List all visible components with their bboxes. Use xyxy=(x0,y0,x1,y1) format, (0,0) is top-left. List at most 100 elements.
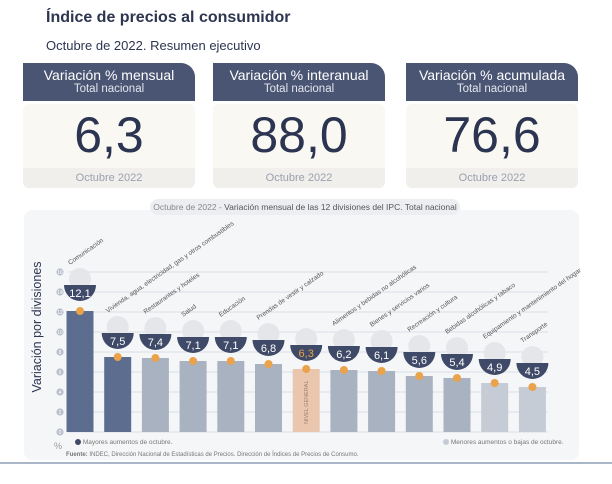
bar xyxy=(481,383,509,432)
value-badge xyxy=(139,334,172,350)
value-dot xyxy=(339,366,348,374)
value-label: 5,4 xyxy=(449,357,464,369)
value-label: 4,5 xyxy=(525,366,540,378)
card-yoy: Variación % interanual Total nacional 88,… xyxy=(213,63,385,189)
value-label: 6,3 xyxy=(299,348,314,360)
category-label: Bebidas alcohólicas y tabaco xyxy=(444,282,517,336)
y-tick-label: 4 xyxy=(59,390,62,396)
value-label: 7,1 xyxy=(223,340,238,352)
bar xyxy=(141,358,169,432)
category-icon xyxy=(219,320,242,342)
chart-title: Octubre de 2022 - Variación mensual de l… xyxy=(150,199,460,215)
category-icon xyxy=(446,337,468,359)
bar xyxy=(330,370,358,432)
value-dot xyxy=(264,360,273,368)
value-badge xyxy=(252,340,285,356)
y-tick-marker xyxy=(56,328,64,336)
category-icon xyxy=(144,317,167,339)
category-label: Prendas de vestir y calzado xyxy=(256,270,326,322)
y-tick-label: 10 xyxy=(57,330,63,336)
category-icon xyxy=(370,330,393,352)
y-tick-label: 6 xyxy=(59,370,62,376)
source-note: Fuente: INDEC, Dirección Nacional de Est… xyxy=(66,452,358,458)
value-label: 12,1 xyxy=(69,288,90,300)
y-tick-marker xyxy=(56,388,64,396)
bar xyxy=(368,371,396,432)
value-dot xyxy=(76,307,84,315)
value-badge xyxy=(441,354,473,370)
value-label: 6,8 xyxy=(261,343,276,355)
page-title: Índice de precios al consumidor xyxy=(46,9,291,26)
value-label: 6,2 xyxy=(336,349,351,361)
legend-high-label: Mayores aumentos de octubre. xyxy=(82,439,173,446)
legend-high: Mayores aumentos de octubre. xyxy=(75,439,172,446)
value-badge xyxy=(327,346,360,362)
bar xyxy=(66,311,94,432)
y-tick-marker xyxy=(56,268,64,276)
source-text: INDEC, Dirección Nacional de Estadística… xyxy=(87,452,359,458)
value-label: 7,5 xyxy=(110,336,125,348)
bar xyxy=(255,364,282,432)
legend-high-swatch xyxy=(75,439,81,446)
value-badge xyxy=(101,333,134,349)
bar xyxy=(292,369,320,432)
value-badge xyxy=(290,345,323,361)
y-tick-label: 12 xyxy=(57,310,63,316)
bar xyxy=(217,361,245,432)
category-icon xyxy=(69,268,91,290)
value-label: 6,1 xyxy=(374,350,389,362)
value-label: 4,9 xyxy=(487,362,502,374)
value-badge xyxy=(365,347,398,363)
category-icon xyxy=(106,316,129,338)
value-badge xyxy=(478,359,511,375)
value-dot xyxy=(151,354,160,362)
y-tick-label: 2 xyxy=(59,410,62,416)
value-badge xyxy=(64,285,96,301)
bottom-divider xyxy=(0,462,612,464)
general-level-label: NIVEL GENERAL xyxy=(304,380,310,424)
card-accumulated: Variación % acumulada Total nacional 76,6… xyxy=(406,63,578,189)
card-title: Variación % mensual xyxy=(43,67,175,83)
value-badge xyxy=(403,352,436,368)
card-period: Octubre 2022 xyxy=(406,168,578,188)
category-icon xyxy=(521,346,544,368)
value-badge xyxy=(214,337,247,353)
legend-low-swatch xyxy=(443,439,449,446)
card-scope: Total nacional xyxy=(263,83,335,95)
value-badge xyxy=(177,337,210,353)
card-title: Variación % acumulada xyxy=(418,67,566,83)
y-tick-marker xyxy=(56,348,64,356)
card-title: Variación % interanual xyxy=(229,67,369,83)
bar xyxy=(443,378,471,432)
y-tick-marker xyxy=(56,408,64,416)
category-icon xyxy=(332,329,355,351)
chart-title-prefix: Octubre de 2022 - xyxy=(153,202,225,212)
y-tick-marker xyxy=(56,288,64,296)
legend-low: Menores aumentos o bajas de octubre. xyxy=(443,439,564,446)
value-dot xyxy=(113,353,122,361)
value-dot xyxy=(528,383,537,391)
value-label: 7,1 xyxy=(185,340,200,352)
category-icon xyxy=(295,328,318,350)
value-label: 7,4 xyxy=(148,337,163,349)
y-tick-marker xyxy=(56,428,64,436)
y-tick-label: 0 xyxy=(59,430,62,436)
card-value: 6,3 xyxy=(74,107,144,163)
category-icon xyxy=(257,323,280,345)
y-tick-label: 16 xyxy=(57,270,63,276)
category-icon xyxy=(483,342,506,364)
value-label: 5,6 xyxy=(412,355,427,367)
value-dot xyxy=(453,374,461,382)
bar xyxy=(405,376,433,432)
y-tick-label: 8 xyxy=(59,350,62,356)
value-dot xyxy=(377,367,386,375)
y-tick-label: 14 xyxy=(57,290,63,296)
category-label: Salud xyxy=(180,303,198,318)
value-dot xyxy=(490,379,499,387)
card-scope: Total nacional xyxy=(73,83,145,95)
category-label: Comunicación xyxy=(67,237,105,267)
bar xyxy=(518,387,546,432)
card-value: 76,6 xyxy=(443,107,541,163)
category-label: Educación xyxy=(218,295,247,318)
bar xyxy=(179,361,207,432)
